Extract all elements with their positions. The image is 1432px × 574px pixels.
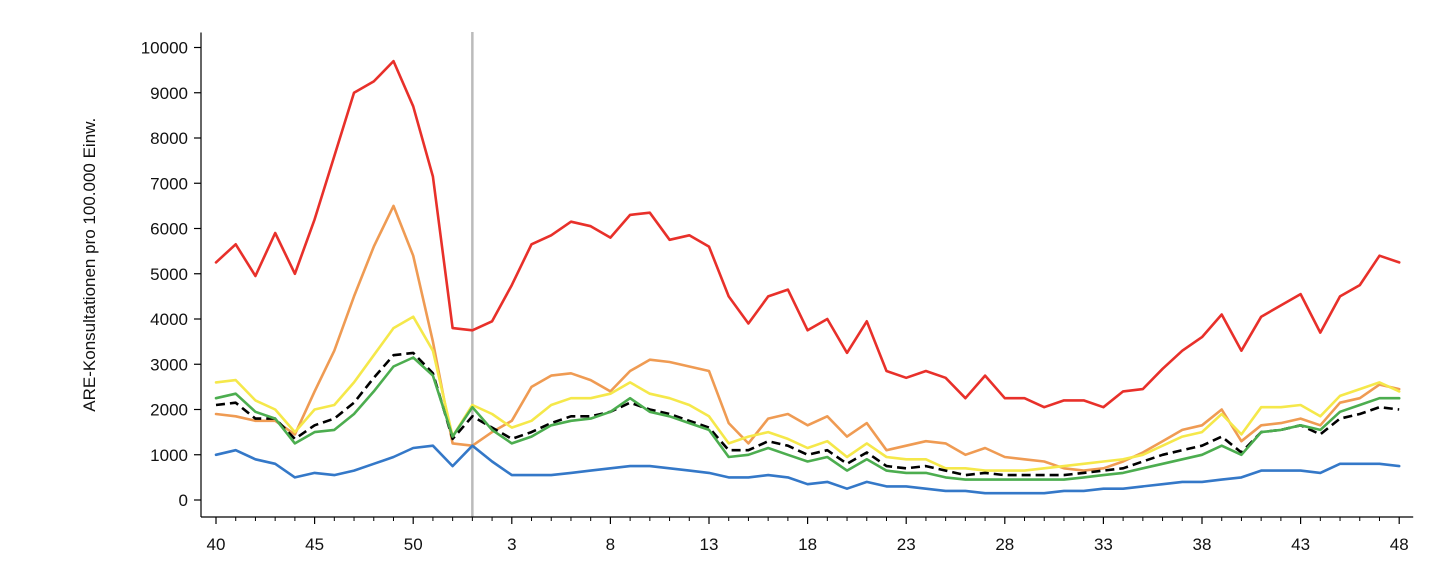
x-tick-label: 28: [995, 535, 1014, 554]
x-axis-ticks: 40 45 50 3 8 13 18 23 28 33 38 43 48: [207, 517, 1409, 554]
y-tick-label: 5000: [150, 265, 188, 284]
series-black-dashed: [215, 351, 1400, 477]
x-tick-label: 43: [1291, 535, 1310, 554]
y-axis-title: ARE-Konsultationen pro 100.000 Einw.: [80, 118, 99, 412]
x-tick-label: 18: [798, 535, 817, 554]
y-tick-label: 4000: [150, 310, 188, 329]
y-tick-label: 10000: [141, 39, 188, 58]
series-green: [214, 356, 1401, 481]
x-tick-label: 50: [404, 535, 423, 554]
y-tick-label: 6000: [150, 220, 188, 239]
series-red: [214, 59, 1401, 409]
x-tick-label: 48: [1390, 535, 1409, 554]
x-tick-label: 23: [897, 535, 916, 554]
y-tick-label: 3000: [150, 355, 188, 374]
y-tick-label: 8000: [150, 129, 188, 148]
x-tick-label: 33: [1094, 535, 1113, 554]
x-tick-label: 38: [1193, 535, 1212, 554]
y-tick-label: 0: [179, 491, 188, 510]
series-orange: [214, 204, 1401, 472]
y-tick-label: 1000: [150, 446, 188, 465]
x-tick-label: 3: [507, 535, 516, 554]
y-tick-label: 2000: [150, 401, 188, 420]
y-tick-label: 7000: [150, 174, 188, 193]
series-blue: [214, 444, 1401, 495]
series-yellow: [214, 315, 1401, 472]
x-tick-label: 40: [207, 535, 226, 554]
x-tick-label: 45: [305, 535, 324, 554]
x-tick-label: 8: [606, 535, 615, 554]
y-tick-label: 9000: [150, 84, 188, 103]
series-layer: [214, 59, 1401, 495]
x-tick-label: 13: [700, 535, 719, 554]
y-axis-ticks: 0 1000 2000 3000 4000 5000 6000 7000 8000 9000 100…: [141, 39, 201, 510]
